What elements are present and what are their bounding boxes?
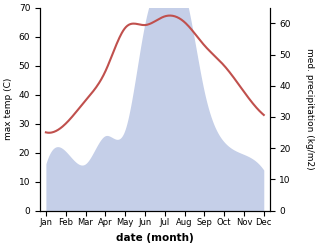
Y-axis label: med. precipitation (kg/m2): med. precipitation (kg/m2) [305, 48, 314, 170]
Y-axis label: max temp (C): max temp (C) [4, 78, 13, 140]
X-axis label: date (month): date (month) [116, 233, 194, 243]
